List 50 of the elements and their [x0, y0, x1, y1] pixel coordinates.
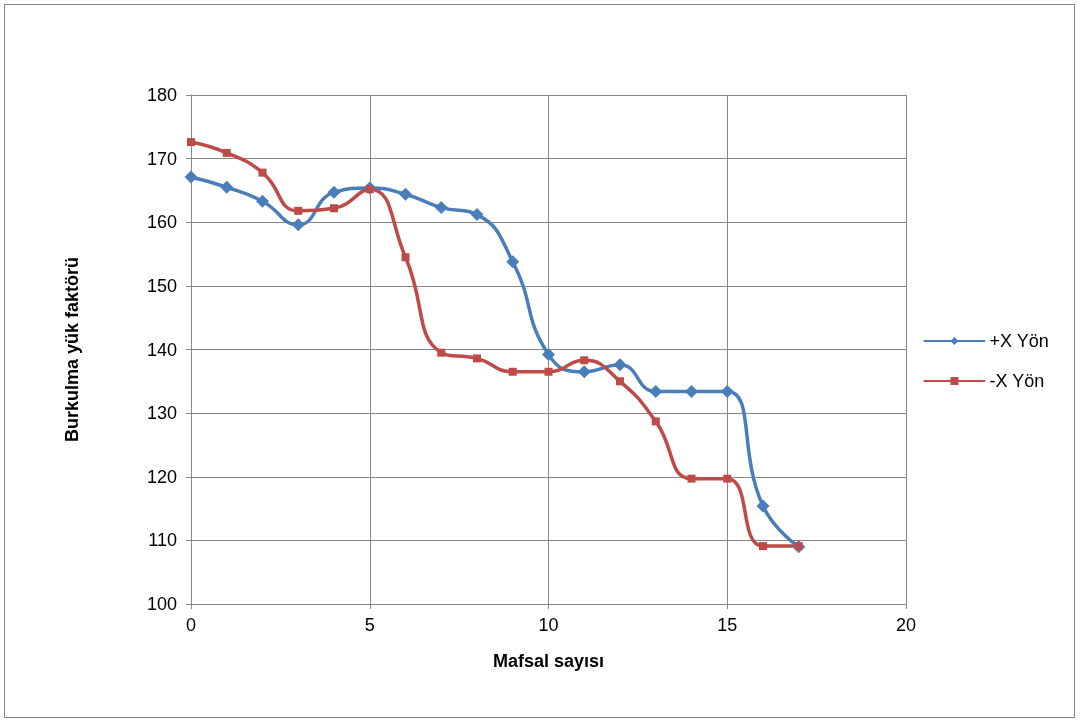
point [437, 348, 446, 357]
point [759, 542, 767, 551]
y-tick-label: 160 [146, 212, 177, 233]
point [434, 201, 448, 215]
point [220, 180, 234, 194]
y-tick-label: 110 [148, 530, 177, 551]
y-tick-label: 130 [146, 403, 177, 424]
point [470, 208, 484, 222]
point [508, 367, 517, 376]
point [327, 185, 341, 199]
y-axis-title: Burkulma yük faktörü [62, 256, 82, 443]
point [723, 474, 732, 483]
point [687, 474, 696, 483]
y-tick-label: 140 [146, 339, 177, 360]
x-axis-title: Mafsal sayısı [492, 651, 605, 671]
point [542, 348, 555, 362]
point [506, 255, 520, 269]
point [399, 187, 412, 201]
point [544, 367, 553, 376]
point [258, 168, 267, 177]
legend-label: -X Yön [989, 371, 1045, 391]
point [616, 377, 624, 386]
point [577, 365, 591, 379]
point [613, 358, 627, 372]
point [685, 384, 698, 398]
point [330, 204, 338, 213]
point [473, 354, 481, 363]
x-tick-label: 20 [895, 615, 917, 635]
y-tick-label: 170 [146, 148, 177, 169]
point [756, 499, 770, 513]
y-tick-label: 100 [146, 594, 177, 614]
x-tick-label: 0 [185, 615, 197, 635]
point [222, 148, 231, 157]
y-tick-label: 150 [146, 275, 177, 296]
x-tick-label: 10 [538, 615, 559, 635]
point [651, 417, 660, 426]
x-tick-label: 15 [717, 615, 738, 635]
point [720, 384, 734, 398]
point [291, 218, 305, 232]
point [256, 194, 269, 208]
legend-label: +X Yön [989, 331, 1049, 351]
y-tick-label: 180 [146, 85, 177, 105]
x-tick-label: 5 [364, 615, 375, 635]
point [401, 253, 410, 262]
point [184, 170, 198, 184]
point [187, 138, 195, 147]
point [580, 356, 589, 365]
y-tick-label: 120 [146, 466, 177, 487]
point [294, 206, 303, 215]
point [649, 384, 663, 398]
